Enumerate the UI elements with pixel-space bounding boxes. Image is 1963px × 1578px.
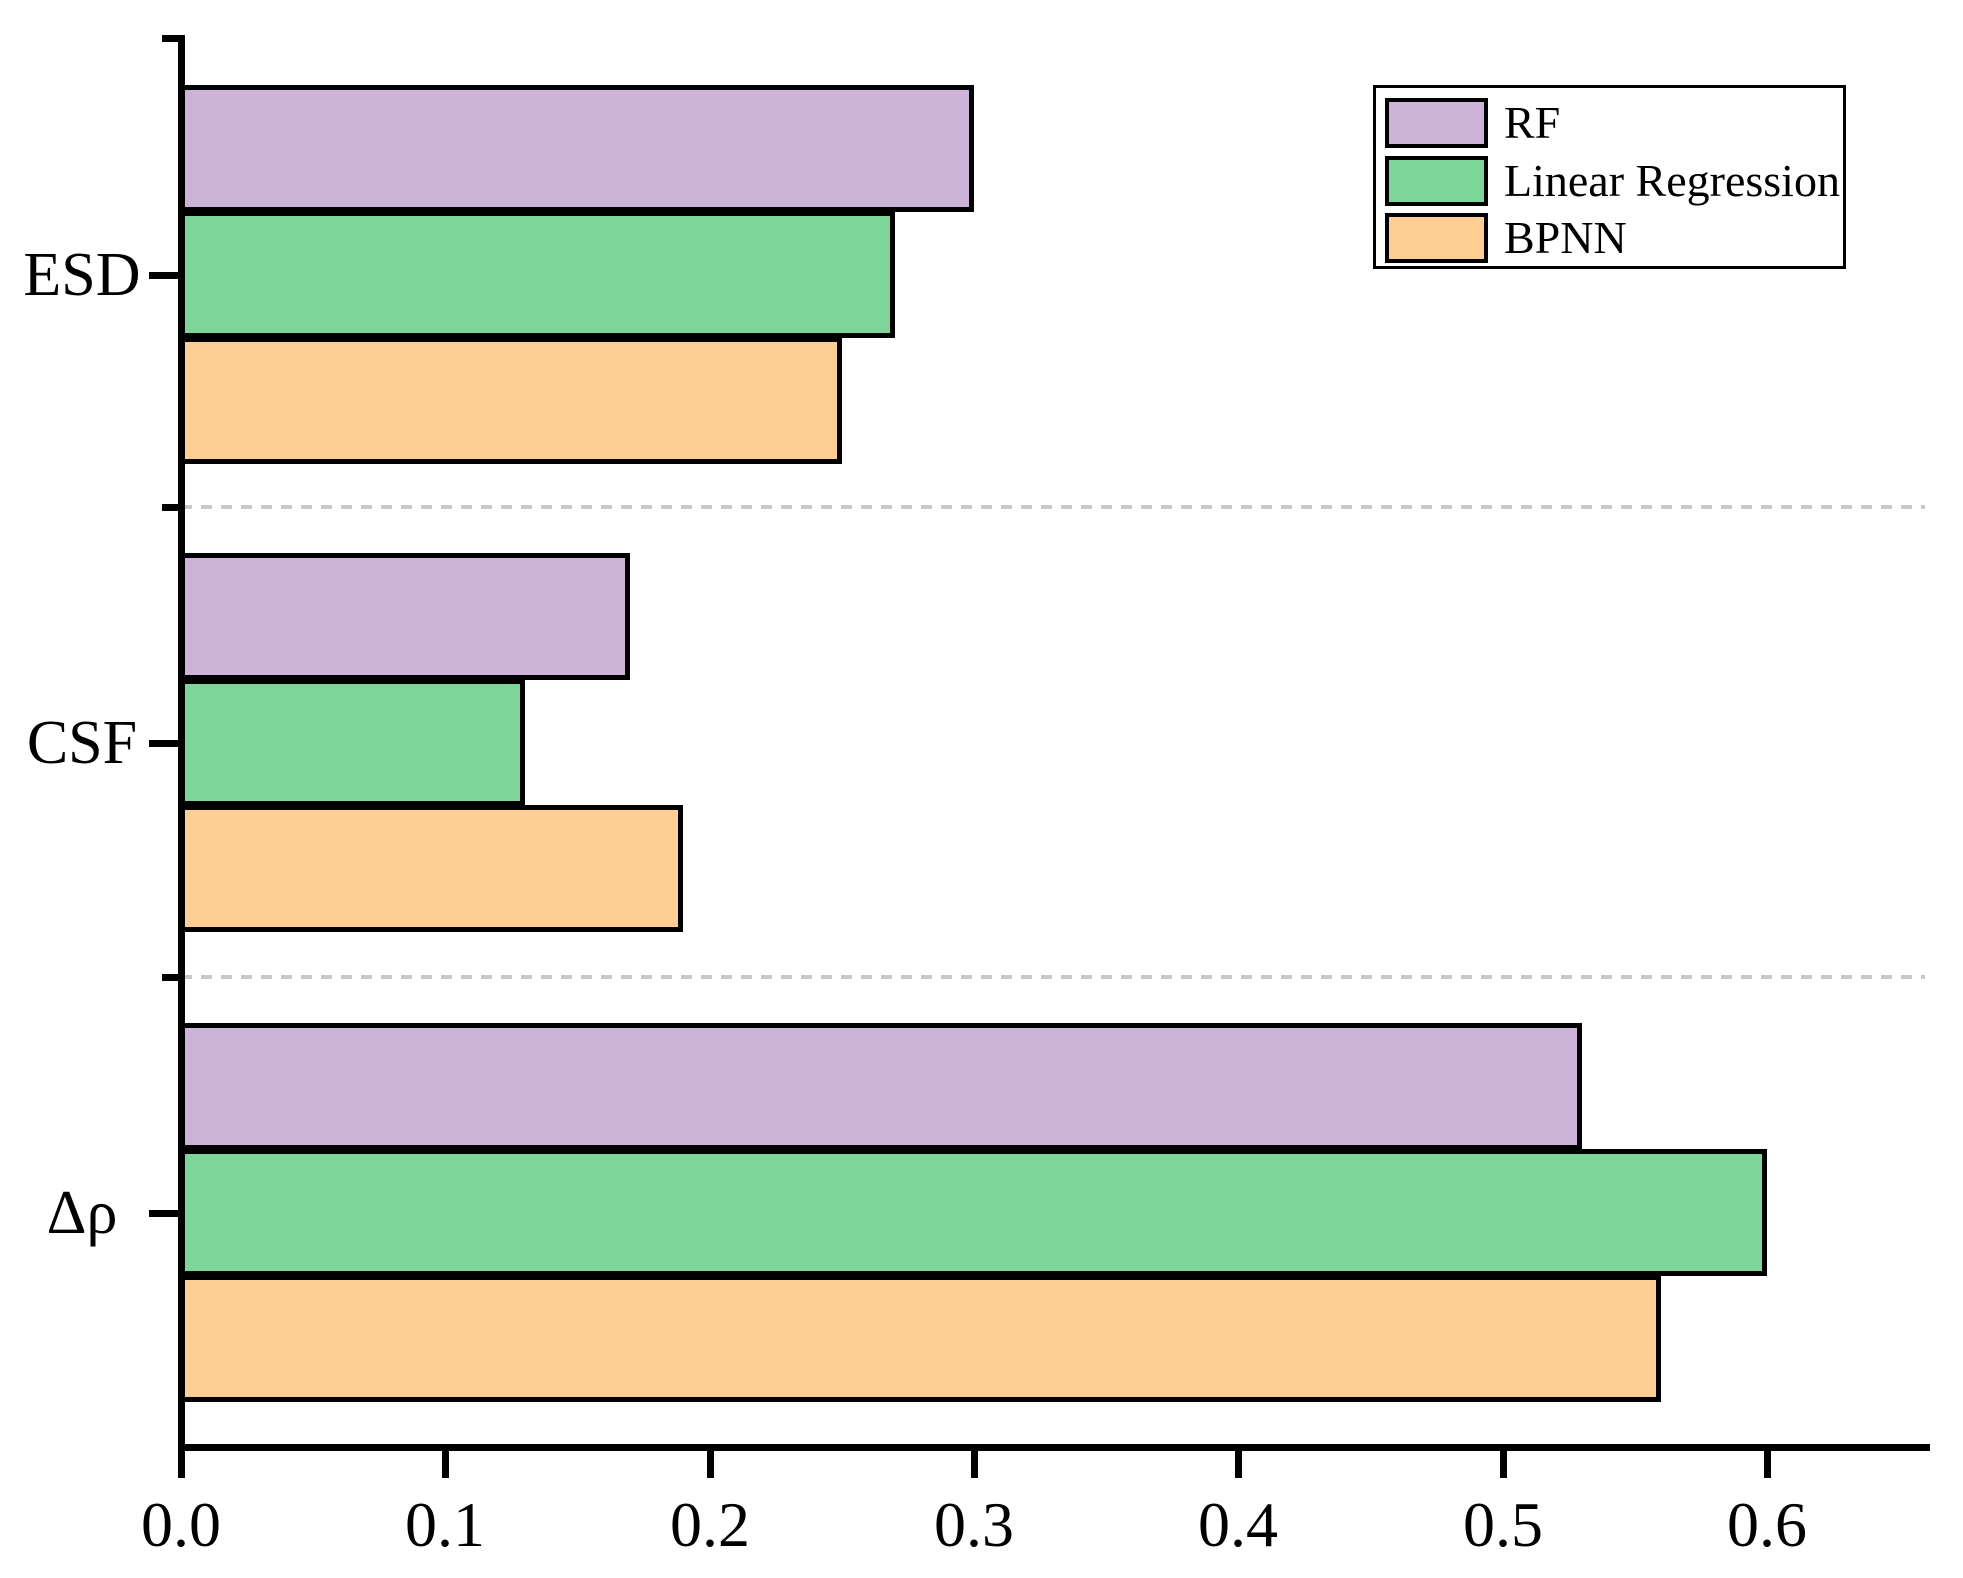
x-axis-tick xyxy=(971,1451,978,1478)
legend-row-linear-regression: Linear Regression xyxy=(1385,154,1840,208)
legend-row-rf: RF xyxy=(1385,96,1560,150)
bar-cat-linear-regression xyxy=(178,1149,1767,1276)
legend-label-linear-regression: Linear Regression xyxy=(1504,154,1840,206)
group-separator-line xyxy=(181,505,1925,509)
x-axis-tick xyxy=(1235,1451,1242,1478)
x-axis-tick xyxy=(1500,1451,1507,1478)
legend-label-rf: RF xyxy=(1504,97,1561,148)
x-axis-tick-label: 0.5 xyxy=(1463,1489,1543,1560)
x-axis-tick-label: 0.3 xyxy=(934,1489,1014,1560)
x-axis-tick-label: 0.6 xyxy=(1727,1489,1807,1560)
bar-esd-linear-regression xyxy=(178,211,895,338)
x-axis-tick-label: 0.2 xyxy=(670,1489,750,1560)
category-label-esd: ESD xyxy=(23,241,141,309)
x-axis-tick-label: 0.0 xyxy=(141,1489,221,1560)
legend-swatch-rf xyxy=(1385,98,1488,148)
x-axis-tick xyxy=(178,1451,185,1478)
legend-swatch-linear-regression xyxy=(1385,155,1488,206)
bar-csf-bpnn xyxy=(178,805,683,932)
legend-label-bpnn: BPNN xyxy=(1504,212,1627,263)
legend-swatch-bpnn xyxy=(1385,213,1488,263)
bar-csf-linear-regression xyxy=(178,679,525,806)
x-axis-tick-label: 0.4 xyxy=(1198,1489,1278,1560)
legend: RF Linear Regression BPNN xyxy=(1373,85,1846,269)
legend-row-bpnn: BPNN xyxy=(1385,211,1627,265)
y-axis-major-tick xyxy=(149,272,178,279)
bar-esd-rf xyxy=(178,85,974,212)
y-axis-minor-tick xyxy=(162,504,178,511)
bar-cat-bpnn xyxy=(178,1275,1661,1402)
category-label-csf: CSF xyxy=(26,709,138,777)
bar-csf-rf xyxy=(178,553,630,680)
y-axis-minor-tick xyxy=(162,35,178,42)
category-label-cat: Δρ xyxy=(46,1179,118,1247)
group-separator-line xyxy=(181,975,1925,979)
x-axis-tick-label: 0.1 xyxy=(405,1489,485,1560)
y-axis-minor-tick xyxy=(162,974,178,981)
x-axis-tick xyxy=(442,1451,449,1478)
bar-cat-rf xyxy=(178,1023,1582,1150)
y-axis-line xyxy=(178,35,185,1451)
x-axis-tick xyxy=(707,1451,714,1478)
y-axis-major-tick xyxy=(149,1210,178,1217)
x-axis-tick xyxy=(1764,1451,1771,1478)
bar-esd-bpnn xyxy=(178,337,842,464)
y-axis-major-tick xyxy=(149,740,178,747)
x-axis-line xyxy=(178,1444,1930,1451)
